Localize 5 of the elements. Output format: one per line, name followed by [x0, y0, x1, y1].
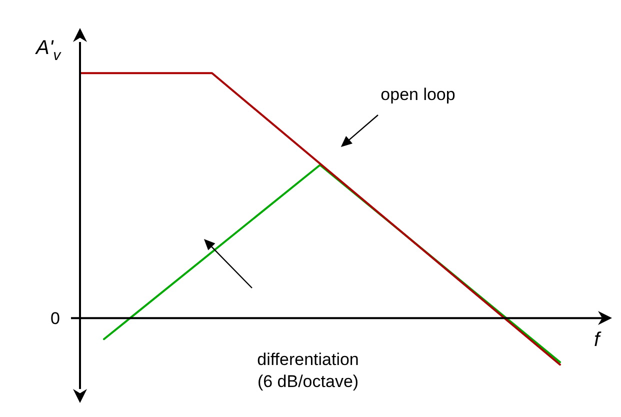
- annotation: open loop: [380, 85, 456, 104]
- text: 0: [50, 309, 60, 328]
- x-axis-title: f: [594, 329, 602, 352]
- annotation: differentiation: [257, 350, 359, 370]
- text: (6 dB/octave): [257, 372, 359, 392]
